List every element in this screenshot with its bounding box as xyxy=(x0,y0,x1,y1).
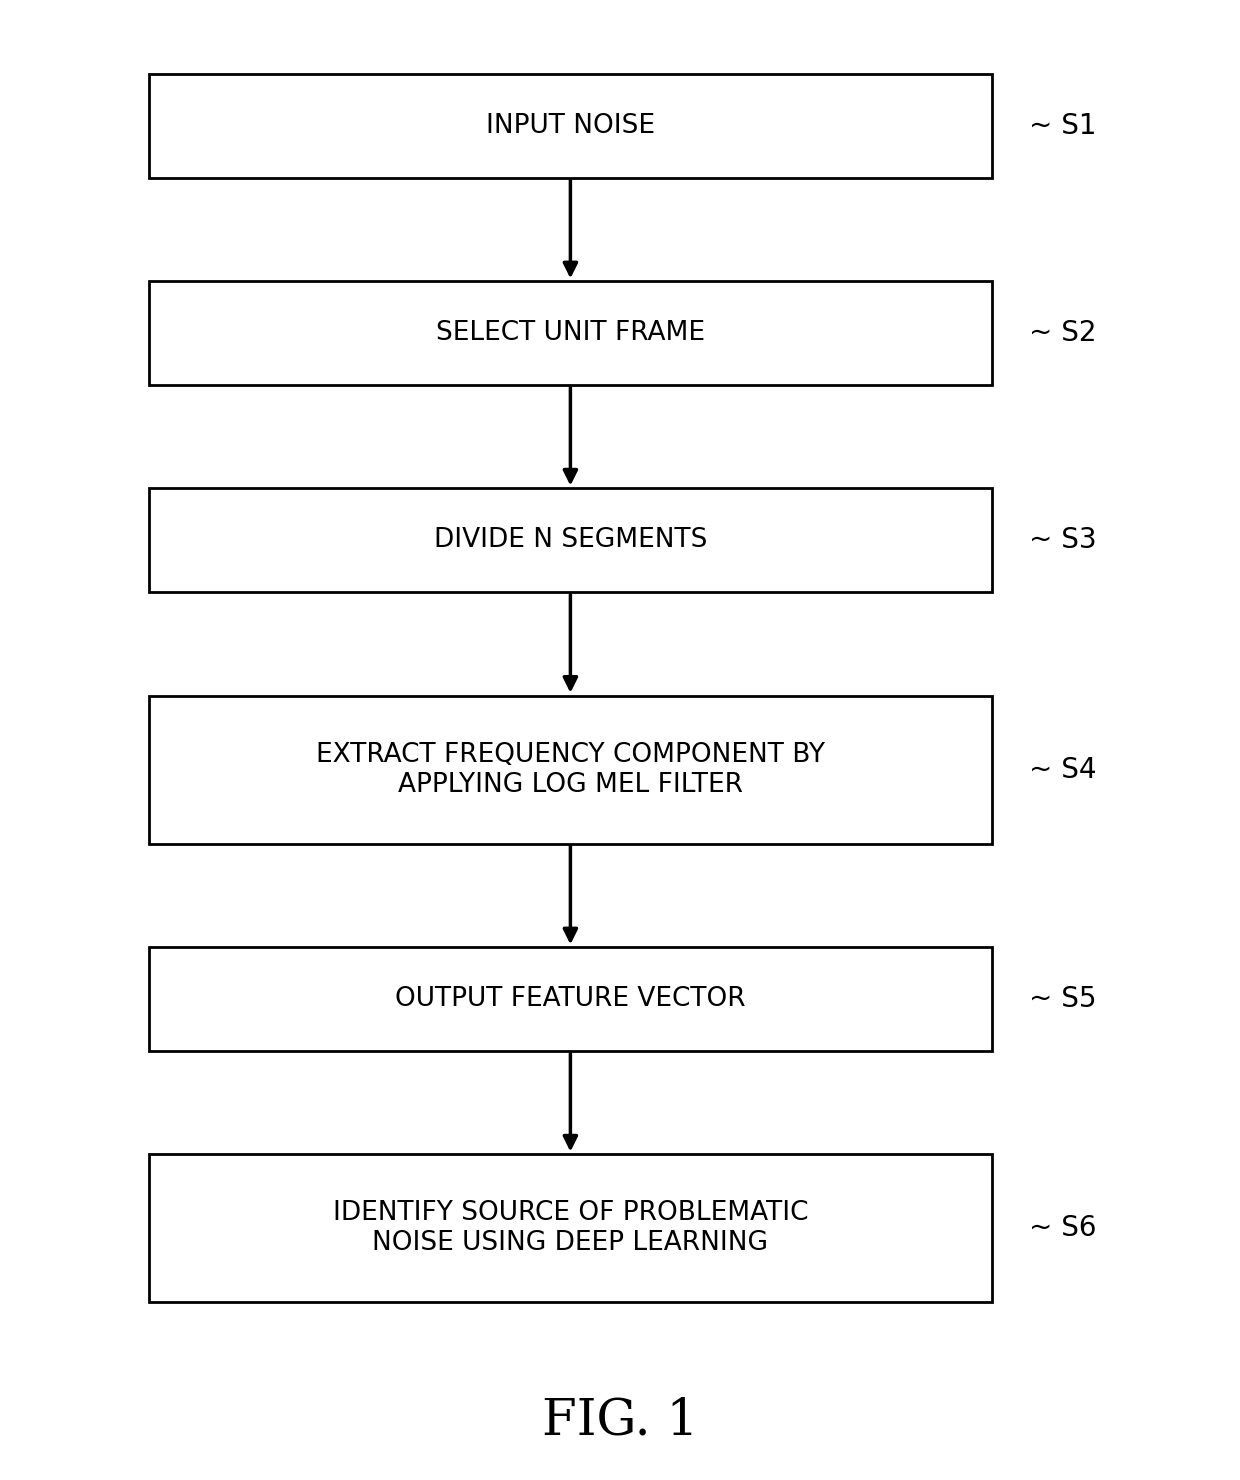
Text: ~ S5: ~ S5 xyxy=(1029,986,1096,1012)
Text: EXTRACT FREQUENCY COMPONENT BY
APPLYING LOG MEL FILTER: EXTRACT FREQUENCY COMPONENT BY APPLYING … xyxy=(316,741,825,798)
FancyBboxPatch shape xyxy=(149,1154,992,1302)
Text: ~ S1: ~ S1 xyxy=(1029,112,1096,139)
Text: ~ S2: ~ S2 xyxy=(1029,320,1096,346)
Text: ~ S4: ~ S4 xyxy=(1029,756,1096,783)
FancyBboxPatch shape xyxy=(149,488,992,592)
Text: OUTPUT FEATURE VECTOR: OUTPUT FEATURE VECTOR xyxy=(396,986,745,1012)
FancyBboxPatch shape xyxy=(149,281,992,385)
Text: ~ S6: ~ S6 xyxy=(1029,1215,1096,1242)
FancyBboxPatch shape xyxy=(149,947,992,1051)
FancyBboxPatch shape xyxy=(149,74,992,178)
Text: DIVIDE N SEGMENTS: DIVIDE N SEGMENTS xyxy=(434,527,707,554)
Text: SELECT UNIT FRAME: SELECT UNIT FRAME xyxy=(436,320,704,346)
FancyBboxPatch shape xyxy=(149,696,992,844)
Text: ~ S3: ~ S3 xyxy=(1029,527,1097,554)
Text: FIG. 1: FIG. 1 xyxy=(542,1396,698,1446)
Text: INPUT NOISE: INPUT NOISE xyxy=(486,112,655,139)
Text: IDENTIFY SOURCE OF PROBLEMATIC
NOISE USING DEEP LEARNING: IDENTIFY SOURCE OF PROBLEMATIC NOISE USI… xyxy=(332,1200,808,1257)
